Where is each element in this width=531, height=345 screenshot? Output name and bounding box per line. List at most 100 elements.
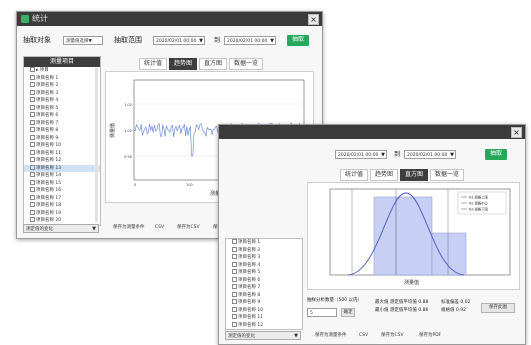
- save-condition-link[interactable]: 保存为测量条件: [113, 225, 145, 230]
- range-to-select[interactable]: 2020/02/01 00:00 ▼: [404, 150, 456, 159]
- csv-link[interactable]: CSV: [155, 225, 165, 230]
- sample-count-input[interactable]: 5: [307, 308, 337, 317]
- tree-item[interactable]: 项目名称 6: [226, 276, 302, 285]
- tab-2[interactable]: 直方图: [199, 58, 228, 70]
- checkbox-icon[interactable]: [30, 67, 35, 72]
- bottom-combo[interactable]: 测定值的变化 ▼: [23, 224, 99, 233]
- tree-item[interactable]: 项目名称 14: [24, 172, 100, 180]
- tab-1[interactable]: 趋势图: [169, 58, 198, 70]
- close-icon[interactable]: ×: [308, 14, 319, 25]
- tree-item[interactable]: 项目名称 15: [24, 179, 100, 188]
- checkbox-icon[interactable]: [30, 112, 35, 117]
- range-to-select[interactable]: 2020/02/01 00:00 ▼: [224, 36, 276, 45]
- save-csv-link[interactable]: 保存为CSV: [381, 333, 404, 338]
- tree-item[interactable]: ▸ 项目: [24, 67, 100, 75]
- sample-count-confirm-button[interactable]: 确定: [341, 308, 355, 317]
- save-pdf-link[interactable]: 保存为PDF: [419, 333, 442, 338]
- tree-item[interactable]: 项目名称 2: [226, 246, 302, 255]
- checkbox-icon[interactable]: [30, 217, 35, 222]
- tree-item[interactable]: 项目名称 5: [226, 269, 302, 277]
- checkbox-icon[interactable]: [30, 82, 35, 87]
- tree-item[interactable]: 项目名称 10: [24, 142, 100, 150]
- tree-item[interactable]: 项目名称 11: [226, 314, 302, 322]
- checkbox-icon[interactable]: [30, 179, 35, 185]
- checkbox-icon[interactable]: [30, 202, 35, 207]
- apply-button[interactable]: 抽取: [287, 35, 309, 46]
- range-from-select[interactable]: 2020/02/01 00:00 ▼: [335, 150, 387, 159]
- apply-button[interactable]: 抽取: [485, 149, 507, 160]
- tab-3[interactable]: 数据一览: [229, 58, 264, 70]
- tree-item[interactable]: 项目名称 3: [24, 89, 100, 98]
- checkbox-icon[interactable]: [232, 299, 237, 304]
- tree-item[interactable]: 项目名称 4: [226, 261, 302, 270]
- tab-1[interactable]: 趋势图: [370, 169, 399, 181]
- close-icon[interactable]: ×: [511, 127, 522, 138]
- csv-link[interactable]: CSV: [359, 333, 369, 338]
- range-from-select[interactable]: 2020/02/01 00:00 ▼: [153, 36, 205, 45]
- tree-item[interactable]: 项目名称 1: [226, 239, 302, 247]
- checkbox-icon[interactable]: [232, 284, 237, 289]
- tab-0[interactable]: 统计值: [340, 169, 369, 181]
- checkbox-icon[interactable]: [30, 194, 35, 200]
- field-select[interactable]: 测量值选择▼: [63, 36, 103, 45]
- bottom-combo[interactable]: 测定值的变化 ▼: [225, 331, 301, 340]
- save-csv-link[interactable]: 保存为CSV: [177, 225, 200, 230]
- tree-scrollbar[interactable]: [95, 68, 98, 222]
- checkbox-icon[interactable]: [232, 246, 237, 252]
- tree-item[interactable]: 项目名称 4: [24, 97, 100, 105]
- tree-item[interactable]: 项目名称 6: [24, 112, 100, 120]
- tree-item-label: 项目名称 8: [238, 292, 261, 298]
- tree-item[interactable]: 项目名称 2: [24, 82, 100, 90]
- tree-item-label: 项目名称 7: [238, 285, 261, 290]
- tab-2[interactable]: 直方图: [400, 169, 429, 181]
- checkbox-icon[interactable]: [30, 74, 35, 80]
- checkbox-icon[interactable]: [30, 172, 35, 177]
- tree-item[interactable]: 项目名称 9: [24, 134, 100, 143]
- field-label: 抽取对象: [23, 36, 51, 44]
- checkbox-icon[interactable]: [30, 164, 35, 170]
- checkbox-icon[interactable]: [30, 127, 35, 132]
- tree-item[interactable]: 项目名称 7: [24, 119, 100, 128]
- checkbox-icon[interactable]: [30, 134, 35, 140]
- checkbox-icon[interactable]: [30, 97, 35, 102]
- checkbox-icon[interactable]: [30, 104, 35, 110]
- tree-item[interactable]: 项目名称 5: [24, 104, 100, 113]
- tree-item[interactable]: 项目名称 8: [226, 291, 302, 300]
- checkbox-icon[interactable]: [232, 306, 237, 312]
- checkbox-icon[interactable]: [232, 269, 237, 274]
- checkbox-icon[interactable]: [30, 187, 35, 192]
- tree-item[interactable]: 项目名称 11: [24, 149, 100, 158]
- tab-0[interactable]: 统计值: [139, 58, 168, 70]
- tree-item[interactable]: 项目名称 8: [24, 127, 100, 135]
- tree-item[interactable]: 项目名称 12: [226, 321, 302, 330]
- checkbox-icon[interactable]: [232, 291, 237, 297]
- save-condition-link[interactable]: 保存为测量条件: [315, 333, 347, 338]
- checkbox-icon[interactable]: [232, 261, 237, 267]
- tree-item[interactable]: 项目名称 3: [226, 254, 302, 262]
- tree-item[interactable]: 项目名称 16: [24, 187, 100, 195]
- tree-item[interactable]: 项目名称 19: [24, 209, 100, 218]
- checkbox-icon[interactable]: [232, 276, 237, 282]
- tree-item[interactable]: 项目名称 18: [24, 202, 100, 210]
- checkbox-icon[interactable]: [30, 149, 35, 155]
- checkbox-icon[interactable]: [232, 254, 237, 259]
- tab-3[interactable]: 数据一览: [430, 169, 465, 181]
- checkbox-icon[interactable]: [232, 321, 237, 327]
- checkbox-icon[interactable]: [30, 89, 35, 95]
- tree-item[interactable]: 项目名称 1: [24, 74, 100, 83]
- tree-item[interactable]: 项目名称 7: [226, 284, 302, 292]
- tree-item[interactable]: 项目名称 20: [24, 217, 100, 225]
- tree-item[interactable]: 项目名称 9: [226, 299, 302, 307]
- tree-item[interactable]: 项目名称 12: [24, 157, 100, 165]
- tree-item[interactable]: 项目名称 17: [24, 194, 100, 203]
- tree-item[interactable]: 项目名称 10: [226, 306, 302, 315]
- save-chart-button[interactable]: 保存此图: [481, 303, 515, 313]
- tree-item-label: 项目名称 3: [238, 255, 261, 260]
- checkbox-icon[interactable]: [30, 157, 35, 162]
- checkbox-icon[interactable]: [30, 209, 35, 215]
- tree-item[interactable]: 项目名称 13: [24, 164, 100, 172]
- checkbox-icon[interactable]: [30, 142, 35, 147]
- checkbox-icon[interactable]: [232, 314, 237, 319]
- checkbox-icon[interactable]: [30, 119, 35, 125]
- checkbox-icon[interactable]: [232, 239, 237, 244]
